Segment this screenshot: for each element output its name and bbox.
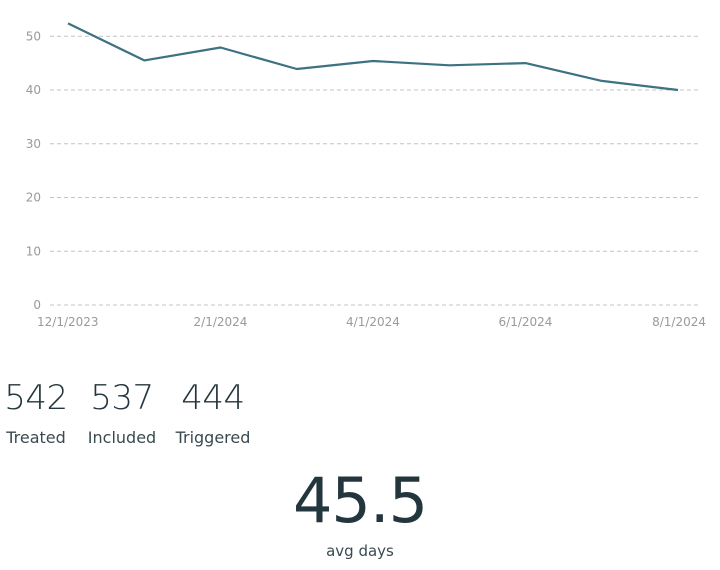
y-tick-label: 50 bbox=[26, 29, 41, 43]
stat-value: 537 bbox=[90, 378, 154, 418]
summary-metric: 45.5 avg days bbox=[0, 464, 720, 561]
stat-label: Included bbox=[87, 428, 157, 447]
series-line bbox=[67, 22, 679, 92]
y-tick-label: 20 bbox=[26, 191, 41, 205]
line-chart: 0 10 20 30 40 50 12/1/2023 2/1/2024 4/1/2024 6/1… bbox=[26, 22, 706, 329]
stat-label: Treated bbox=[6, 428, 66, 447]
y-tick-label: 40 bbox=[26, 83, 41, 97]
x-tick-label: 12/1/2023 bbox=[37, 315, 99, 329]
stat-included: 537 Included bbox=[84, 378, 160, 448]
stat-value: 542 bbox=[4, 378, 68, 418]
y-axis: 0 10 20 30 40 50 bbox=[26, 29, 41, 312]
stat-triggered: 444 Triggered bbox=[172, 378, 254, 448]
x-tick-label: 6/1/2024 bbox=[499, 315, 553, 329]
y-tick-label: 0 bbox=[33, 298, 41, 312]
summary-value: 45.5 bbox=[292, 464, 428, 537]
stat-treated: 542 Treated bbox=[2, 378, 70, 448]
grid-lines bbox=[50, 35, 700, 306]
stat-value: 444 bbox=[181, 378, 245, 418]
x-tick-label: 4/1/2024 bbox=[346, 315, 400, 329]
y-tick-label: 30 bbox=[26, 137, 41, 151]
x-axis: 12/1/2023 2/1/2024 4/1/2024 6/1/2024 8/1/202… bbox=[37, 315, 706, 329]
stat-label: Triggered bbox=[175, 428, 251, 447]
summary-label: avg days bbox=[326, 542, 394, 560]
y-tick-label: 10 bbox=[26, 244, 41, 258]
x-tick-label: 8/1/2024 bbox=[652, 315, 706, 329]
x-tick-label: 2/1/2024 bbox=[194, 315, 248, 329]
